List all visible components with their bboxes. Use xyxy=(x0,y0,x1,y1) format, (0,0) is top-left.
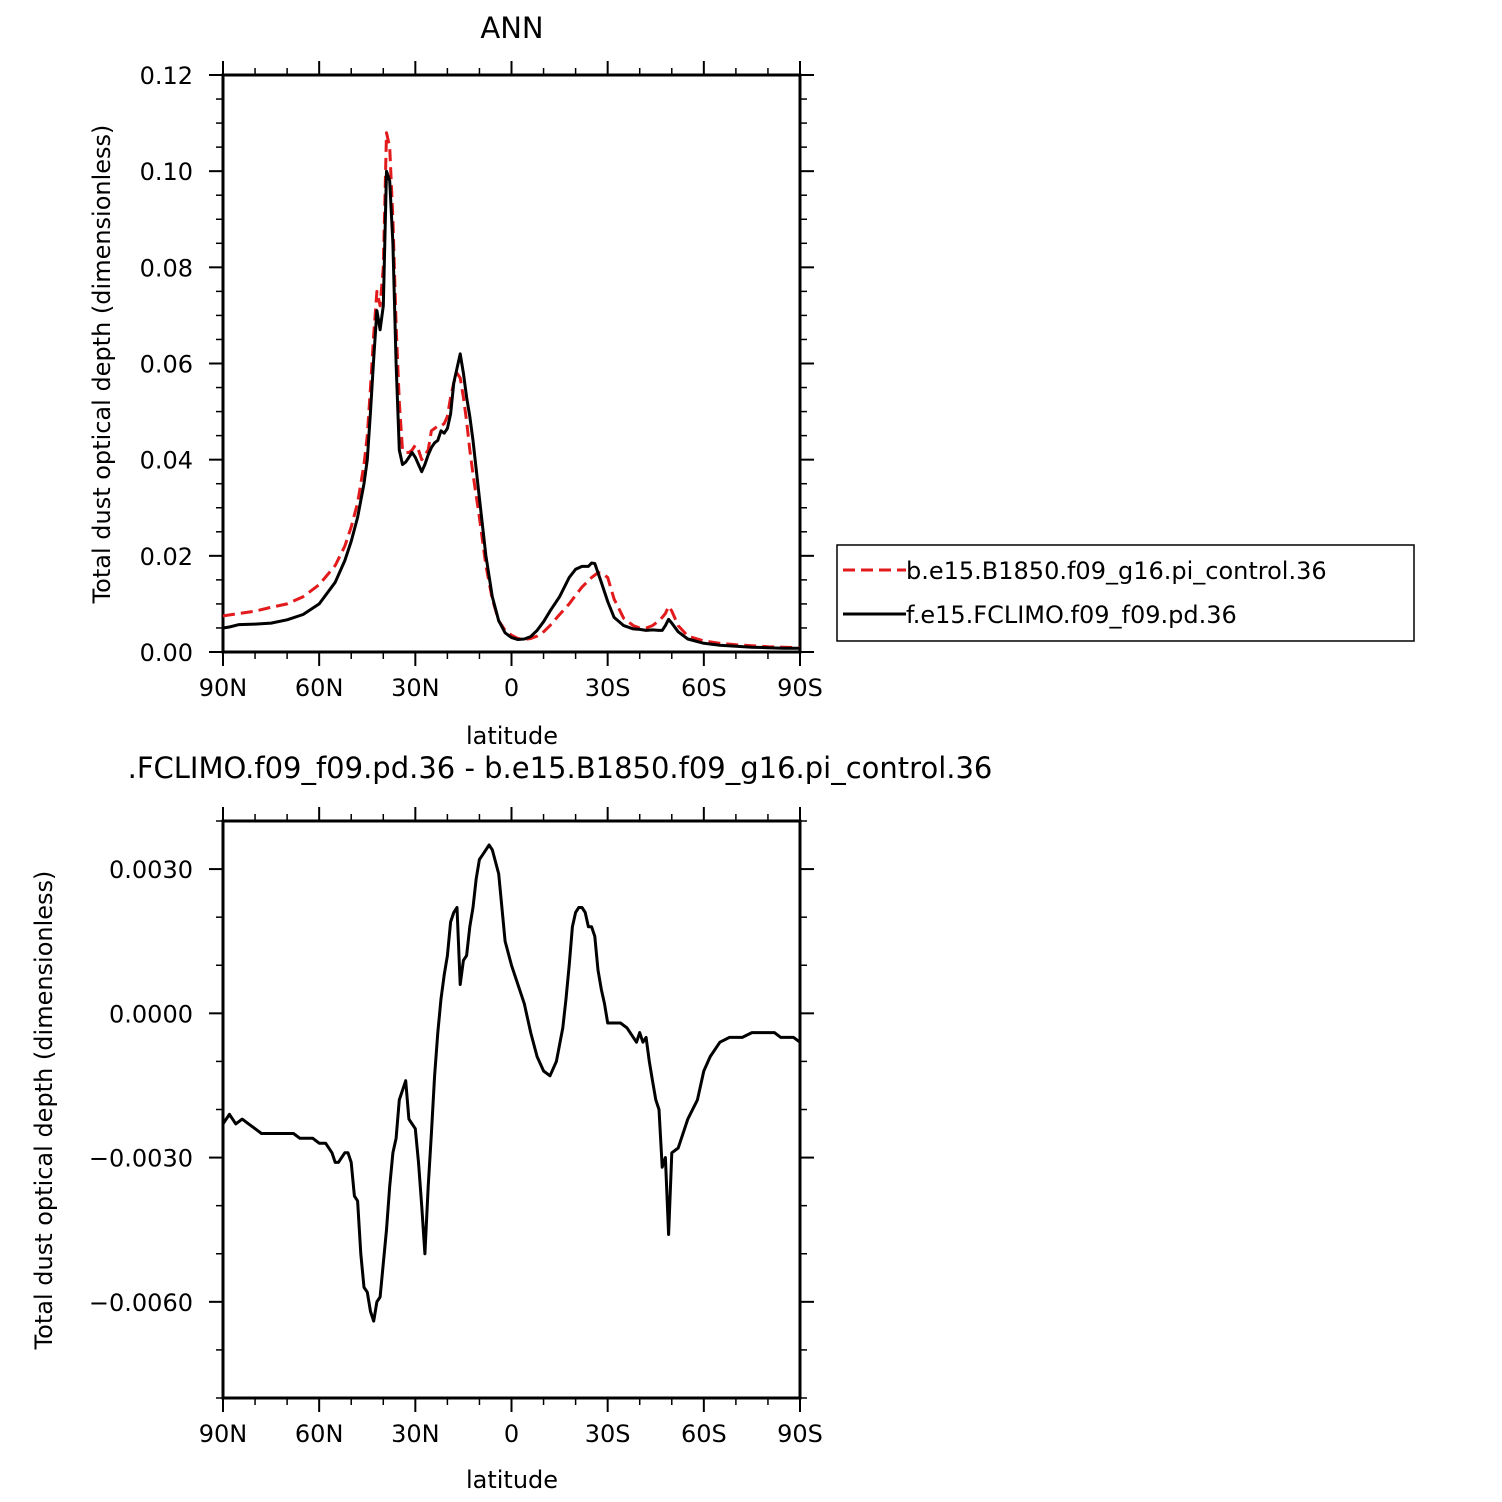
x-tick-label: 90N xyxy=(199,674,248,702)
bottom-panel: .FCLIMO.f09_f09.pd.36 - b.e15.B1850.f09_… xyxy=(30,751,992,1494)
y-tick-label: 0.0000 xyxy=(109,1000,193,1028)
x-tick-label: 30N xyxy=(391,674,440,702)
x-tick-label: 90S xyxy=(777,1420,823,1448)
top-chart-title: ANN xyxy=(480,11,543,45)
x-tick-label: 0 xyxy=(504,1420,519,1448)
top-plot-area: 90N 60N 30N 0 30S 60S 90S 0.00 0.02 0.04 0.06 0.08 0… xyxy=(140,61,823,702)
y-tick-label: 0.04 xyxy=(140,447,193,475)
x-tick-label: 60S xyxy=(681,1420,727,1448)
y-tick-label: 0.06 xyxy=(140,351,193,379)
y-tick-label: −0.0030 xyxy=(89,1145,193,1173)
x-tick-label: 60S xyxy=(681,674,727,702)
top-panel: ANN 90N 60N 30N 0 30S 60S 90S 0.00 0.02 0.04 0.06 0… xyxy=(88,11,823,750)
series-line-1 xyxy=(221,843,801,1323)
legend: b.e15.B1850.f09_g16.pi_control.36 f.e15.… xyxy=(836,544,1415,642)
x-tick-label: 30S xyxy=(585,1420,631,1448)
y-tick-label: −0.0060 xyxy=(89,1289,193,1317)
bottom-x-axis-label: latitude xyxy=(466,1466,558,1494)
x-tick-label: 30N xyxy=(391,1420,440,1448)
y-tick-label: 0.00 xyxy=(140,639,193,667)
series-line-1 xyxy=(222,131,801,650)
top-y-axis-label: Total dust optical depth (dimensionless) xyxy=(88,125,116,605)
legend-box xyxy=(836,544,1415,642)
plot-frame xyxy=(221,73,802,654)
series-line-2 xyxy=(222,169,800,650)
y-tick-label: 0.10 xyxy=(140,158,193,186)
plot-frame xyxy=(221,819,802,1400)
x-tick-label: 90S xyxy=(777,674,823,702)
top-x-axis-label: latitude xyxy=(466,722,558,750)
x-tick-label: 60N xyxy=(295,674,344,702)
bottom-y-axis-label: Total dust optical depth (dimensionless) xyxy=(30,871,58,1351)
y-tick-label: 0.0030 xyxy=(109,856,193,884)
x-tick-label: 30S xyxy=(585,674,631,702)
y-tick-label: 0.12 xyxy=(140,62,193,90)
bottom-plot-area: 90N 60N 30N 0 30S 60S 90S 0.0030 0.0000 −0.0030 −0… xyxy=(89,807,823,1448)
bottom-chart-title: .FCLIMO.f09_f09.pd.36 - b.e15.B1850.f09_… xyxy=(128,751,993,785)
y-tick-label: 0.02 xyxy=(140,543,193,571)
x-tick-label: 0 xyxy=(504,674,519,702)
x-tick-label: 90N xyxy=(199,1420,248,1448)
y-tick-label: 0.08 xyxy=(140,254,193,282)
x-tick-label: 60N xyxy=(295,1420,344,1448)
legend-label-f-e15: f.e15.FCLIMO.f09_f09.pd.36 xyxy=(906,601,1237,629)
legend-label-b-e15: b.e15.B1850.f09_g16.pi_control.36 xyxy=(906,557,1327,585)
